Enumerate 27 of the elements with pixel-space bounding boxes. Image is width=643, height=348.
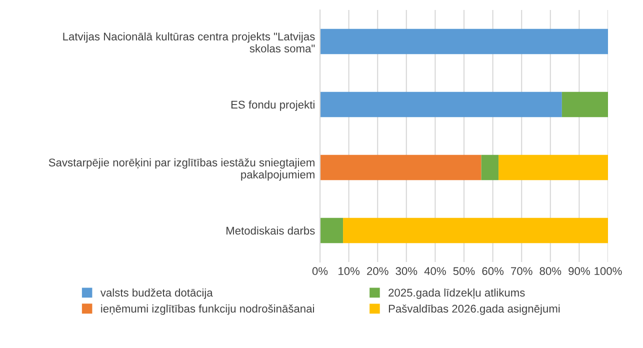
bar bbox=[498, 154, 608, 180]
x-tick-label: 70% bbox=[511, 267, 532, 276]
x-tick-label: 10% bbox=[338, 267, 360, 276]
legend-label: ieņēmumi izglītības funkciju nodrošināšanai bbox=[101, 304, 314, 315]
bar bbox=[320, 218, 344, 244]
x-tick-label: 40% bbox=[424, 267, 446, 276]
x-tick-label: 60% bbox=[482, 267, 504, 276]
y-tick-label: Latvijas Nacionālā kultūras centra projekts "Latvijas skolas soma" bbox=[63, 32, 315, 52]
bar bbox=[481, 154, 499, 180]
legend-label: valsts budžeta dotācija bbox=[100, 288, 213, 299]
x-tick-label: 50% bbox=[453, 267, 475, 276]
x-tick-label: 20% bbox=[367, 267, 388, 276]
y-tick-label: Savstarpējie norēķini par izglītības iestāžu sniegtajiem pakalpojumiem bbox=[48, 158, 314, 181]
bar bbox=[320, 92, 562, 118]
bar bbox=[562, 92, 608, 118]
x-tick-label: 90% bbox=[568, 267, 590, 276]
y-tick-label: ES fondu projekti bbox=[231, 100, 314, 111]
legend-label: 2025.gada līdzekļu atlikums bbox=[388, 288, 525, 299]
bar bbox=[343, 218, 608, 244]
y-tick-label: Metodiskais darbs bbox=[226, 226, 315, 235]
bar bbox=[320, 154, 482, 180]
x-tick-label: 80% bbox=[540, 267, 562, 276]
x-tick-label: 0% bbox=[312, 267, 328, 276]
bar bbox=[320, 28, 608, 54]
x-tick-label: 100% bbox=[594, 267, 622, 276]
x-tick-label: 30% bbox=[396, 267, 418, 276]
legend-label: Pašvaldības 2026.gada asignējumi bbox=[388, 304, 560, 315]
